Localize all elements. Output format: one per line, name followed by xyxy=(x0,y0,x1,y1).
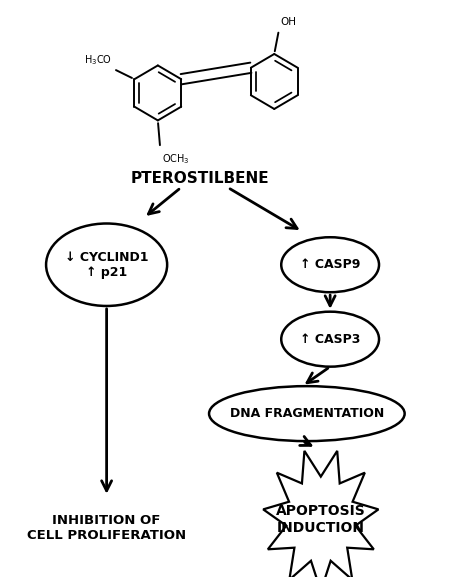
Ellipse shape xyxy=(46,224,167,306)
Text: ↑ CASP3: ↑ CASP3 xyxy=(300,333,360,346)
Text: ↑ CASP9: ↑ CASP9 xyxy=(300,258,360,271)
Text: DNA FRAGMENTATION: DNA FRAGMENTATION xyxy=(230,407,384,420)
Ellipse shape xyxy=(281,311,379,367)
Text: APOPTOSIS
INDUCTION: APOPTOSIS INDUCTION xyxy=(276,504,366,535)
Text: ↓ CYCLIND1
↑ p21: ↓ CYCLIND1 ↑ p21 xyxy=(65,251,148,279)
Ellipse shape xyxy=(281,237,379,292)
Text: INHIBITION OF
CELL PROLIFERATION: INHIBITION OF CELL PROLIFERATION xyxy=(27,514,186,542)
Text: PTEROSTILBENE: PTEROSTILBENE xyxy=(130,171,269,187)
Ellipse shape xyxy=(209,386,405,441)
Text: OCH$_3$: OCH$_3$ xyxy=(162,152,189,166)
Polygon shape xyxy=(263,451,378,581)
Text: H$_3$CO: H$_3$CO xyxy=(84,53,112,67)
Text: OH: OH xyxy=(280,16,296,27)
